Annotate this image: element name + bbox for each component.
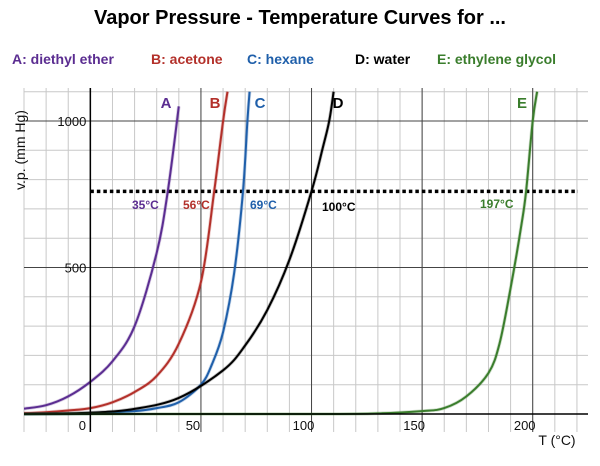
boiling-label-B: 56°C (183, 198, 210, 212)
tick-labels: 0 50 100 150 200 500 1000 (57, 114, 535, 433)
curve-A (24, 106, 180, 410)
x-tick-label: 200 (514, 418, 536, 433)
x-tick-label: 50 (186, 418, 200, 433)
chart-title: Vapor Pressure - Temperature Curves for … (94, 7, 506, 29)
y-axis-label: v.p. (mm Hg) (12, 110, 28, 190)
curve-letter-A: A (161, 95, 172, 112)
x-tick-label: 0 (79, 418, 86, 433)
curve-halo-B (24, 91, 230, 415)
legend-entry-B: B: acetone (151, 51, 223, 67)
legend: A: diethyl ether B: acetone C: hexane D: wa… (12, 51, 556, 67)
curve-halo-C (24, 91, 252, 416)
boiling-label-C: 69°C (250, 198, 277, 212)
boiling-label-D: 100°C (322, 200, 356, 214)
x-tick-label: 100 (293, 418, 315, 433)
annotations: A 35°C B 56°C C 69°C D 100°C E 197°C (132, 95, 527, 214)
y-tick-label: 500 (65, 261, 87, 276)
curve-D (24, 91, 335, 415)
curve-letter-B: B (210, 95, 221, 112)
legend-entry-A: A: diethyl ether (12, 51, 114, 67)
legend-entry-E: E: ethylene glycol (437, 51, 556, 67)
y-tick-label: 1000 (57, 114, 86, 129)
curve-letter-C: C (255, 95, 266, 112)
x-axis-label: T (°C) (538, 432, 575, 448)
curve-halo-E (24, 91, 539, 416)
curve-letter-D: D (333, 95, 344, 112)
curve-C (24, 91, 251, 415)
major-grid (24, 88, 588, 432)
curve-E (24, 91, 539, 416)
legend-entry-D: D: water (355, 51, 411, 67)
x-tick-label: 150 (403, 418, 425, 433)
boiling-label-E: 197°C (480, 197, 514, 211)
legend-entry-C: C: hexane (247, 51, 314, 67)
axes (24, 88, 588, 432)
boiling-label-A: 35°C (132, 198, 159, 212)
curves (24, 91, 539, 416)
minor-grid (23, 88, 588, 432)
curve-letter-E: E (517, 95, 527, 112)
curve-B (24, 91, 229, 415)
